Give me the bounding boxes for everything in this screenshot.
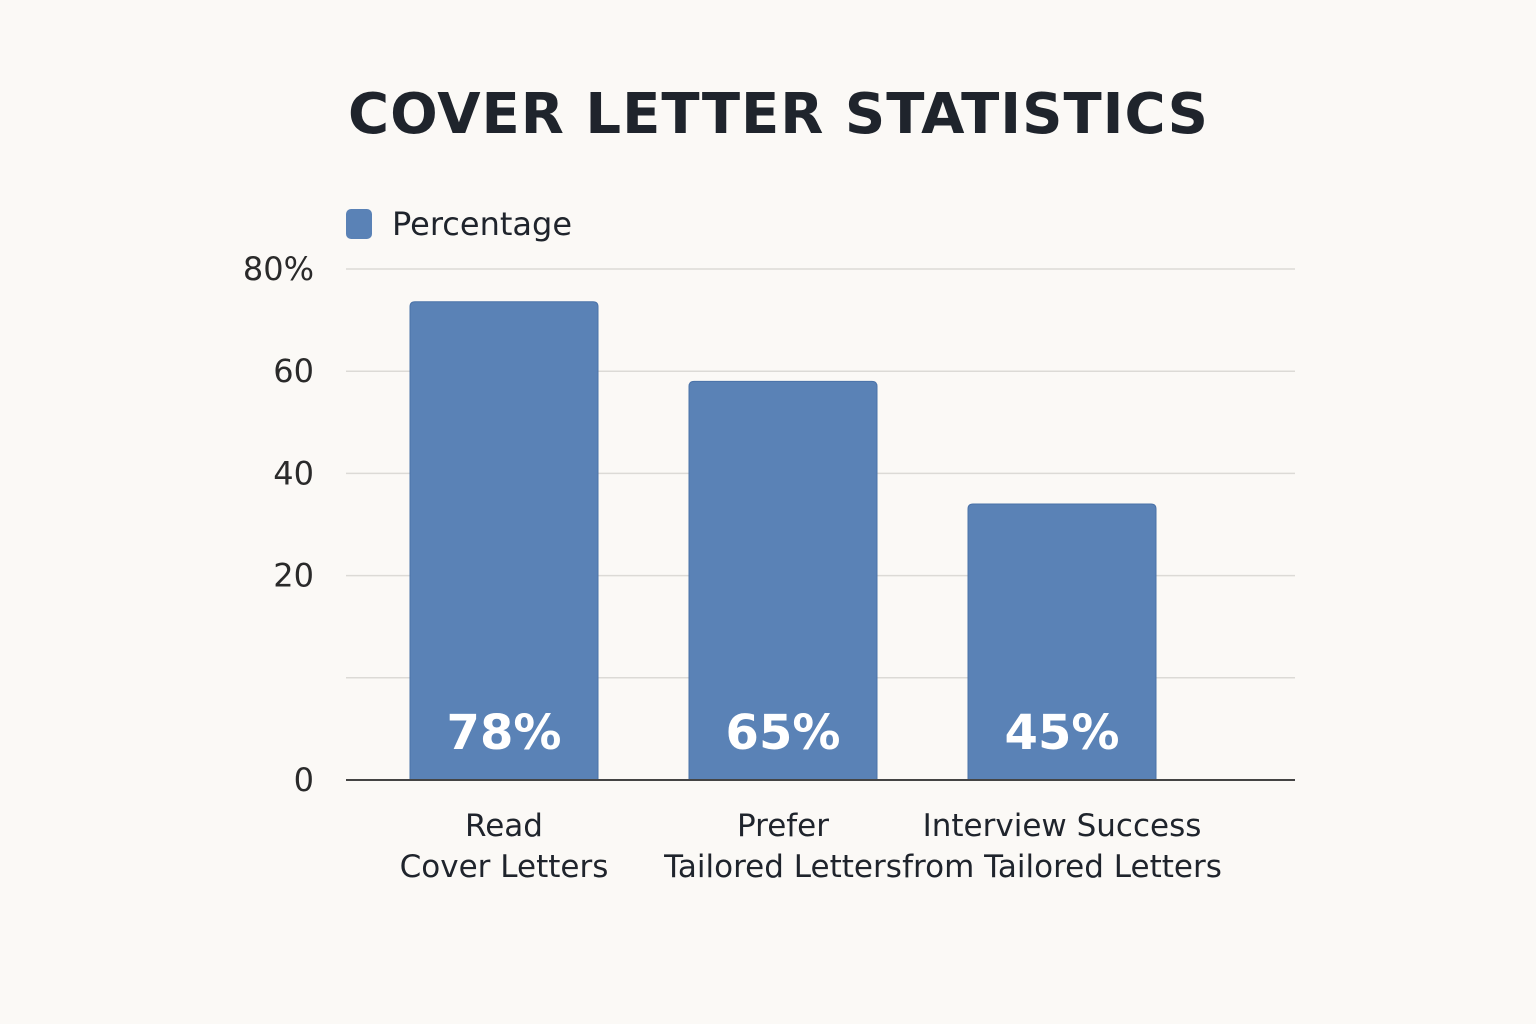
legend: Percentage <box>346 205 572 243</box>
bar <box>967 503 1157 781</box>
y-tick-label: 20 <box>273 557 314 595</box>
y-tick-label: 60 <box>273 352 314 390</box>
y-tick-label: 40 <box>273 454 314 492</box>
x-tick-label: Read <box>465 808 543 844</box>
x-tick-label: from Tailored Letters <box>902 849 1222 885</box>
y-tick-label: 0 <box>294 761 314 799</box>
data-label: 65% <box>726 705 841 761</box>
x-tick-label: Interview Success <box>923 808 1202 844</box>
data-label: 45% <box>1005 705 1120 761</box>
x-tick-label: Cover Letters <box>400 849 609 885</box>
x-tick-label: Tailored Letters <box>663 849 902 885</box>
bar <box>688 380 878 781</box>
legend-swatch <box>346 209 372 239</box>
chart-title: COVER LETTER STATISTICS <box>348 82 1209 147</box>
legend-label: Percentage <box>392 205 573 243</box>
bar <box>409 301 599 781</box>
data-label: 78% <box>447 705 562 761</box>
y-tick-label: 80% <box>243 250 314 288</box>
x-tick-label: Prefer <box>737 808 829 844</box>
